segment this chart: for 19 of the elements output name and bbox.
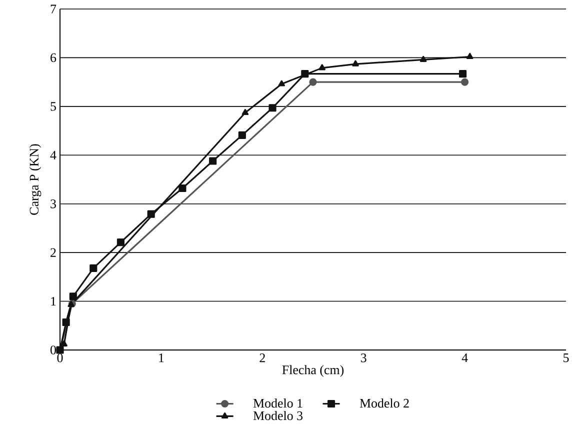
- y-tick-label: 3: [50, 200, 56, 208]
- y-tick-label: 4: [50, 150, 56, 160]
- y-tick-label: 1: [51, 297, 56, 306]
- y-axis-title: Carga P (KN): [29, 144, 42, 215]
- y-tick-label: 2: [50, 248, 56, 257]
- y-tick-label: 5: [50, 102, 56, 111]
- legend-label: Modelo 2: [360, 398, 409, 408]
- y-tick-label: 6: [50, 53, 56, 62]
- x-tick-label: 4: [462, 354, 468, 362]
- x-tick-label: 2: [260, 354, 265, 362]
- x-tick-label: 1: [159, 354, 164, 362]
- legend-label: Modelo 1: [253, 398, 302, 408]
- legend-label: Modelo 3: [253, 410, 303, 420]
- x-tick-label: 0: [57, 354, 63, 362]
- x-tick-label: 5: [564, 354, 569, 362]
- x-axis-title: Flecha (cm): [282, 365, 344, 377]
- x-tick-label: 3: [360, 354, 366, 362]
- y-tick-label: 0: [50, 346, 56, 354]
- y-tick-label: 7: [50, 4, 56, 14]
